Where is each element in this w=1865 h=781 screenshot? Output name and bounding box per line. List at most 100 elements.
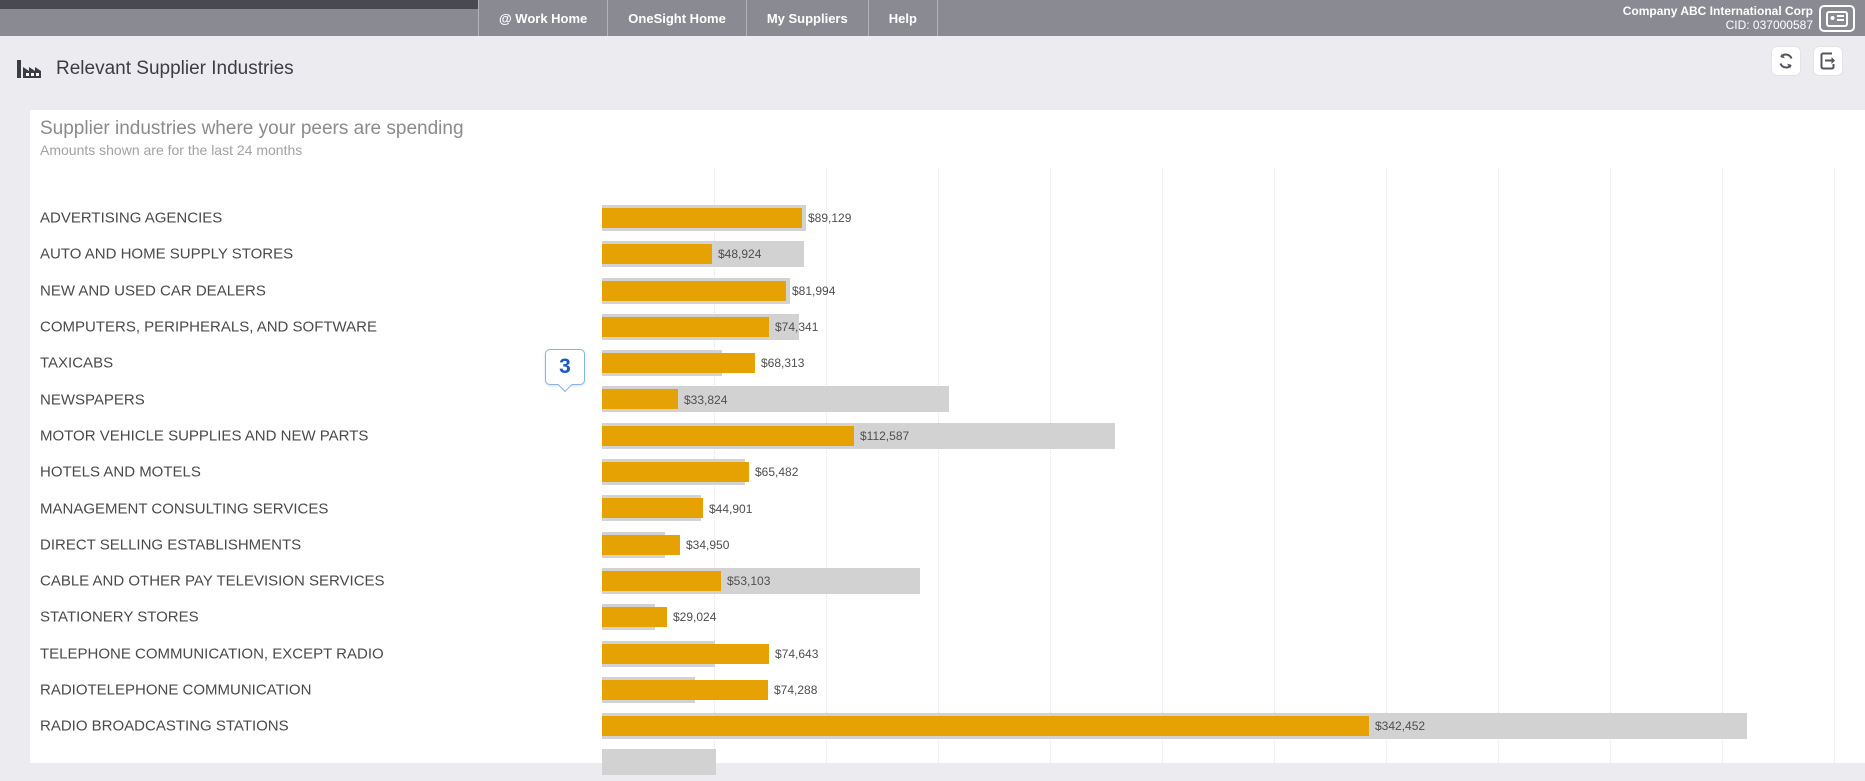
- bar-value-label: $74,288: [774, 683, 818, 697]
- chart-row: CABLE AND OTHER PAY TELEVISION SERVICES $…: [30, 563, 1865, 599]
- gridline: [1386, 168, 1387, 763]
- spend-bar[interactable]: [602, 280, 786, 301]
- bar-track: $68,313: [602, 345, 1865, 381]
- bar-value-label: $53,103: [727, 574, 771, 589]
- bar-track: $34,950: [602, 527, 1865, 563]
- id-card-icon[interactable]: [1819, 5, 1855, 32]
- spend-bar[interactable]: [602, 316, 769, 337]
- bar-value-label: $89,129: [808, 211, 852, 226]
- spend-bar[interactable]: [602, 716, 1369, 737]
- chart-row: NEWSPAPERS $33,824: [30, 381, 1865, 417]
- spend-bar[interactable]: [602, 534, 680, 555]
- chart-row: STATIONERY STORES $29,024: [30, 599, 1865, 635]
- bar-value-label: $81,994: [792, 283, 836, 298]
- nav-item-my-suppliers[interactable]: My Suppliers: [745, 0, 868, 36]
- chart-row: ADVERTISING AGENCIES $89,129: [30, 200, 1865, 236]
- gridline: [938, 168, 939, 763]
- category-label: TELEPHONE COMMUNICATION, EXCEPT RADIO: [40, 645, 384, 663]
- chart-row: TAXICABS $68,313: [30, 345, 1865, 381]
- bar-value-label: $112,587: [860, 428, 910, 443]
- step-number: 3: [559, 355, 571, 378]
- top-nav-bar: @ Work Home OneSight Home My Suppliers Help…: [0, 0, 1865, 36]
- bar-value-label: $33,824: [684, 392, 728, 407]
- bar-track: $74,341: [602, 309, 1865, 345]
- company-info: Company ABC International Corp CID: 0370…: [1623, 0, 1813, 36]
- category-label: CABLE AND OTHER PAY TELEVISION SERVICES: [40, 572, 385, 590]
- bar-track: $44,901: [602, 490, 1865, 526]
- bar-track: $74,643: [602, 636, 1865, 672]
- gridline: [1722, 168, 1723, 763]
- chart-row: RADIO BROADCASTING STATIONS $342,452: [30, 708, 1865, 744]
- category-label: RADIOTELEPHONE COMMUNICATION: [40, 681, 312, 699]
- nav-top-shadow: [0, 0, 478, 9]
- refresh-icon: [1779, 53, 1793, 69]
- bar-value-label: $65,482: [755, 465, 799, 480]
- category-label: STATIONERY STORES: [40, 608, 199, 626]
- bar-track: $74,288: [602, 672, 1865, 708]
- category-label: NEWSPAPERS: [40, 391, 145, 409]
- bar-track: $65,482: [602, 454, 1865, 490]
- spend-bar[interactable]: [602, 462, 749, 483]
- factory-icon: [16, 58, 42, 85]
- spend-bar[interactable]: [602, 643, 769, 664]
- export-button[interactable]: [1813, 46, 1843, 76]
- bar-track: $29,024: [602, 599, 1865, 635]
- category-label: MOTOR VEHICLE SUPPLIES AND NEW PARTS: [40, 427, 369, 445]
- gridline: [1162, 168, 1163, 763]
- step-annotation-badge: 3: [545, 349, 585, 393]
- chart-card: Supplier industries where your peers are…: [30, 110, 1865, 776]
- gridline: [1834, 168, 1835, 763]
- category-label: AUTO AND HOME SUPPLY STORES: [40, 245, 294, 263]
- export-icon: [1820, 52, 1835, 70]
- chart-row: NEW AND USED CAR DEALERS $81,994: [30, 273, 1865, 309]
- bar-value-label: $74,341: [775, 320, 819, 335]
- bar-value-label: $68,313: [761, 356, 805, 371]
- bar-track: $53,103: [602, 563, 1865, 599]
- bar-track: $342,452: [602, 708, 1865, 744]
- refresh-button[interactable]: [1771, 46, 1801, 76]
- chart-row: TELEPHONE COMMUNICATION, EXCEPT RADIO $74…: [30, 636, 1865, 672]
- nav-menu: @ Work Home OneSight Home My Suppliers Help: [478, 0, 938, 36]
- category-label: HOTELS AND MOTELS: [40, 463, 201, 481]
- gridline: [1498, 168, 1499, 763]
- category-label: COMPUTERS, PERIPHERALS, AND SOFTWARE: [40, 318, 377, 336]
- bar-value-label: $29,024: [673, 610, 717, 625]
- spend-bar[interactable]: [602, 389, 678, 410]
- bar-track: $48,924: [602, 236, 1865, 272]
- chart-row: RADIOTELEPHONE COMMUNICATION $74,288: [30, 672, 1865, 708]
- spend-bar[interactable]: [602, 353, 755, 374]
- chart-row: HOTELS AND MOTELS $65,482: [30, 454, 1865, 490]
- gridline: [1610, 168, 1611, 763]
- spend-bar[interactable]: [602, 679, 768, 700]
- bar-value-label: $342,452: [1375, 719, 1426, 734]
- nav-item-help[interactable]: Help: [867, 0, 938, 36]
- bar-value-label: $48,924: [718, 247, 762, 262]
- nav-item-work-home[interactable]: @ Work Home: [478, 0, 607, 36]
- bar-track: $89,129: [602, 200, 1865, 236]
- gridline: [1274, 168, 1275, 763]
- gridline: [826, 168, 827, 763]
- category-label: RADIO BROADCASTING STATIONS: [40, 717, 289, 735]
- spend-bar[interactable]: [602, 570, 721, 591]
- bar-track: $33,824: [602, 381, 1865, 417]
- spend-bar[interactable]: [602, 208, 802, 228]
- nav-item-onesight-home[interactable]: OneSight Home: [607, 0, 746, 36]
- chart-row: MOTOR VEHICLE SUPPLIES AND NEW PARTS $112…: [30, 418, 1865, 454]
- bar-track: $81,994: [602, 273, 1865, 309]
- bar-value-label: $44,901: [709, 501, 753, 516]
- spend-bar[interactable]: [602, 607, 667, 628]
- bar-value-label: $34,950: [686, 537, 730, 552]
- chart-title: Supplier industries where your peers are…: [40, 118, 464, 139]
- peer-benchmark-bar[interactable]: [602, 749, 716, 776]
- page-title: Relevant Supplier Industries: [56, 58, 294, 79]
- spend-bar[interactable]: [602, 244, 712, 265]
- chart-row: COMPUTERS, PERIPHERALS, AND SOFTWARE $74,…: [30, 309, 1865, 345]
- bar-value-label: $74,643: [775, 646, 819, 661]
- spend-bar[interactable]: [602, 498, 703, 519]
- bar-chart: ADVERTISING AGENCIES $89,129 AUTO AND HOME…: [30, 200, 1865, 781]
- bar-track: $112,587: [602, 418, 1865, 454]
- chart-row: MANAGEMENT CONSULTING SERVICES $44,901: [30, 490, 1865, 526]
- company-name: Company ABC International Corp: [1622, 4, 1813, 18]
- chart-row: AUTO AND HOME SUPPLY STORES $48,924: [30, 236, 1865, 272]
- spend-bar[interactable]: [602, 425, 854, 446]
